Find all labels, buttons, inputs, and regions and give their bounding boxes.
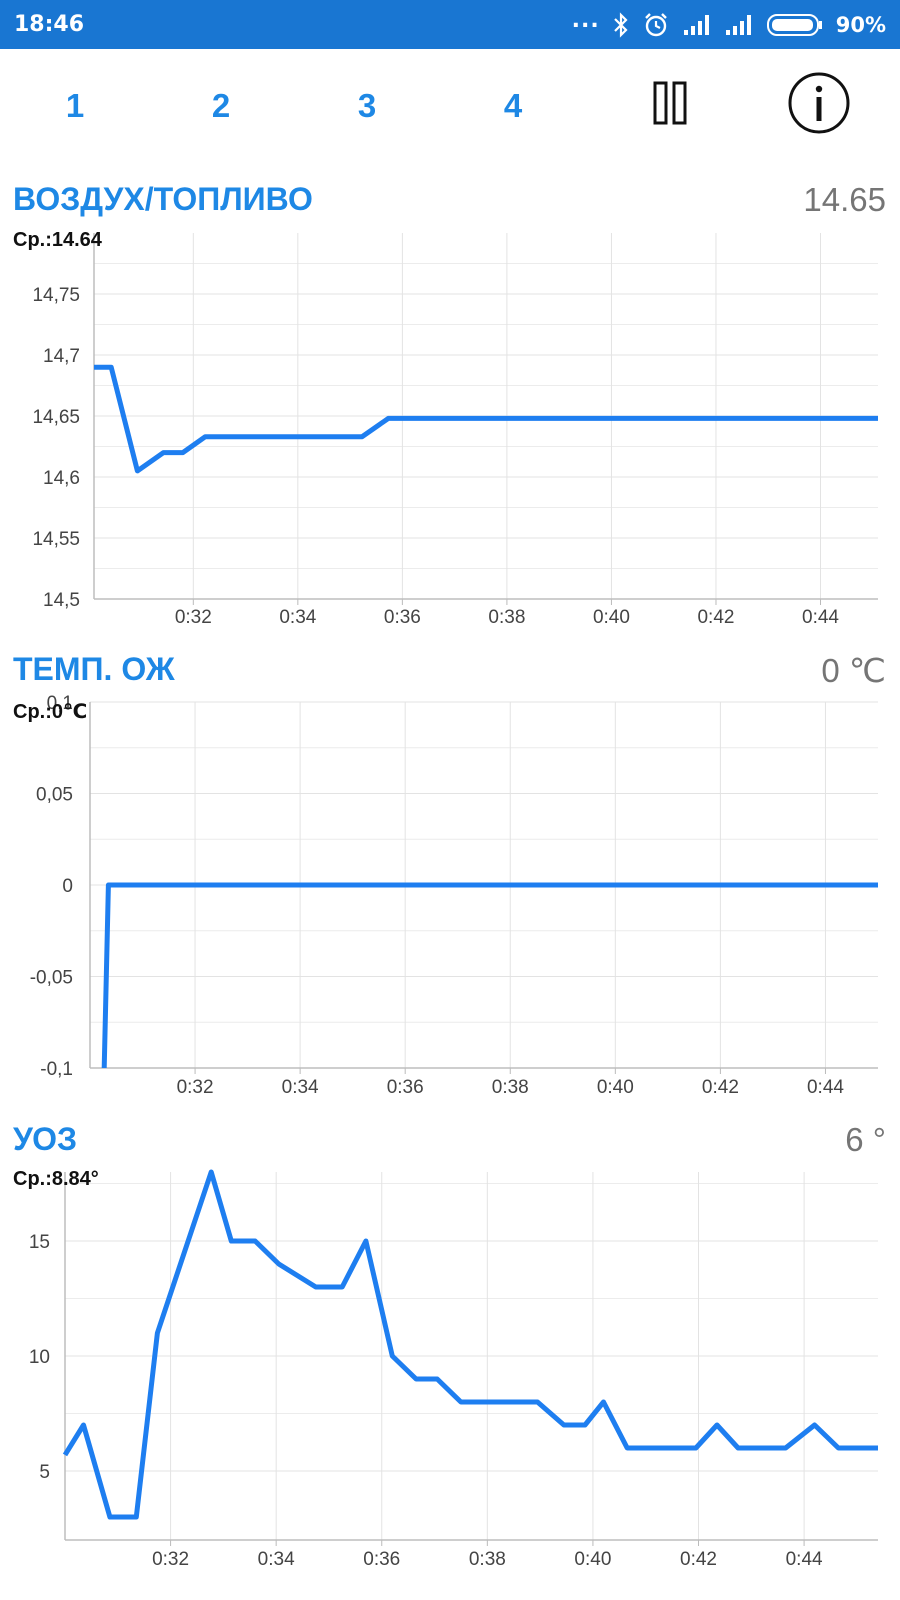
x-tick-label: 0:44 [802, 607, 839, 628]
signal-icon [725, 14, 751, 35]
x-tick-label: 0:36 [363, 1549, 400, 1570]
more-dots: ... [571, 8, 600, 33]
x-tick-label: 0:36 [387, 1077, 424, 1098]
signal-icon [683, 14, 709, 35]
section-title-coolant-temp: ТЕМП. ОЖ [13, 651, 175, 687]
bluetooth-icon [613, 11, 628, 38]
x-tick-label: 0:32 [152, 1549, 189, 1570]
battery-icon [766, 13, 822, 36]
y-tick-label: 10 [29, 1347, 50, 1368]
tab-4[interactable]: 4 [503, 87, 523, 124]
x-tick-label: 0:42 [702, 1077, 739, 1098]
series-line [94, 364, 878, 474]
section-title-air-fuel: ВОЗДУХ/ТОПЛИВО [13, 181, 313, 217]
y-tick-label: -0,05 [30, 968, 73, 989]
tab-2[interactable]: 2 [211, 87, 231, 124]
y-tick-label: 14,6 [43, 468, 80, 489]
y-tick-label: 14,7 [43, 346, 80, 367]
x-tick-label: 0:32 [175, 607, 212, 628]
section-value-coolant-temp: 0 ℃ [821, 652, 886, 689]
status-bar: 18:46 ... 90% [0, 0, 900, 49]
x-tick-label: 0:42 [697, 607, 734, 628]
x-tick-label: 0:42 [680, 1549, 717, 1570]
x-tick-label: 0:40 [593, 607, 630, 628]
x-tick-label: 0:32 [177, 1077, 214, 1098]
series-line [101, 882, 878, 1069]
section-value-air-fuel: 14.65 [803, 181, 886, 218]
x-tick-label: 0:40 [574, 1549, 611, 1570]
tab-3[interactable]: 3 [357, 87, 377, 124]
y-tick-label: 15 [29, 1232, 50, 1253]
tab-1[interactable]: 1 [65, 87, 85, 124]
x-tick-label: 0:44 [807, 1077, 844, 1098]
section-value-ignition-timing: 6 ° [845, 1121, 886, 1158]
x-tick-label: 0:34 [279, 607, 316, 628]
y-tick-label: 0,1 [47, 693, 73, 714]
y-tick-label: -0,1 [40, 1059, 73, 1080]
section-average-ignition-timing: Ср.:8.84° [13, 1168, 99, 1190]
y-tick-label: 14,75 [32, 285, 80, 306]
battery-percent: 90% [835, 12, 886, 37]
y-tick-label: 0 [62, 876, 73, 897]
toolbar: 1 2 3 4 [0, 49, 900, 161]
alarm-icon [644, 12, 667, 36]
x-tick-label: 0:36 [384, 607, 421, 628]
x-tick-label: 0:34 [282, 1077, 319, 1098]
pause-icon[interactable] [650, 80, 690, 126]
x-tick-label: 0:38 [488, 607, 525, 628]
y-tick-label: 14,65 [32, 407, 80, 428]
y-tick-label: 14,5 [43, 590, 80, 611]
section-average-air-fuel: Ср.:14.64 [13, 229, 102, 251]
y-tick-label: 0,05 [36, 785, 73, 806]
y-tick-label: 14,55 [32, 529, 80, 550]
x-tick-label: 0:44 [786, 1549, 823, 1570]
section-average-coolant-temp: Ср.:0℃ [13, 701, 88, 723]
section-title-ignition-timing: УОЗ [13, 1121, 78, 1157]
y-tick-label: 5 [39, 1462, 50, 1483]
x-tick-label: 0:34 [258, 1549, 295, 1570]
status-time: 18:46 [14, 12, 85, 37]
status-icons: ... 90% [571, 8, 886, 39]
x-tick-label: 0:38 [492, 1077, 529, 1098]
x-tick-label: 0:38 [469, 1549, 506, 1570]
series-line [62, 1169, 878, 1520]
info-icon[interactable] [787, 71, 851, 135]
x-tick-label: 0:40 [597, 1077, 634, 1098]
